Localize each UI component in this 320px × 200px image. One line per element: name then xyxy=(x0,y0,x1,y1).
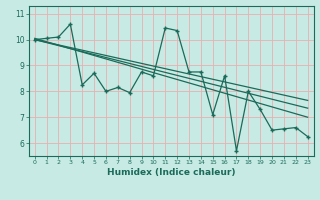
X-axis label: Humidex (Indice chaleur): Humidex (Indice chaleur) xyxy=(107,168,236,177)
